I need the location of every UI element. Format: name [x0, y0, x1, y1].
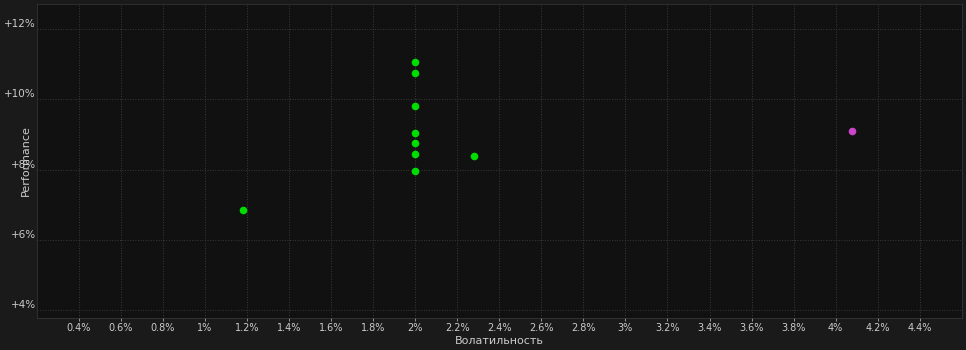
Point [408, 104, 423, 109]
Point [845, 128, 861, 134]
X-axis label: Волатильность: Волатильность [455, 336, 544, 346]
Y-axis label: Performance: Performance [21, 125, 31, 196]
Point [408, 60, 423, 65]
Point [408, 140, 423, 146]
Point [408, 130, 423, 135]
Text: +4%: +4% [11, 300, 36, 310]
Text: +6%: +6% [11, 230, 36, 240]
Point [235, 207, 250, 213]
Text: +8%: +8% [11, 160, 36, 170]
Text: +12%: +12% [4, 19, 36, 29]
Text: +10%: +10% [4, 89, 36, 99]
Point [408, 169, 423, 174]
Point [467, 153, 482, 158]
Point [408, 151, 423, 156]
Point [408, 70, 423, 76]
